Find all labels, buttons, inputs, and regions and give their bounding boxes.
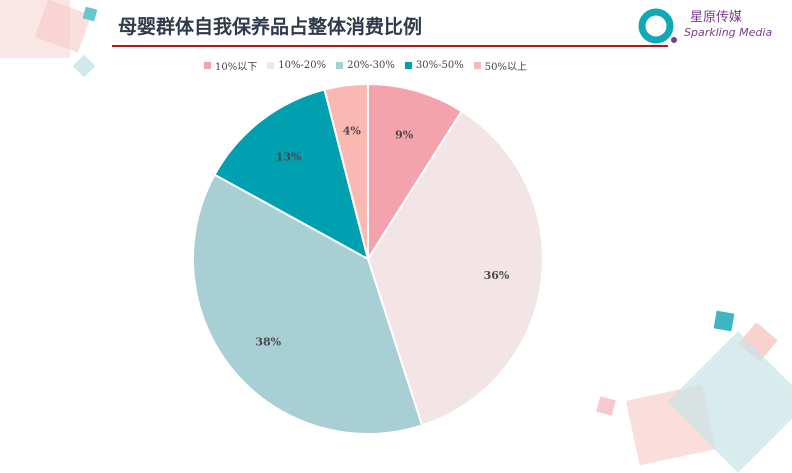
legend-item-3: 20%-30% [336,58,395,73]
legend-swatch-5 [473,62,481,69]
legend-label-3: 20%-30% [347,60,395,71]
pie-slice-2 [366,109,544,427]
pie-slice-label-3: 38% [255,336,281,349]
pie-slice-label-1: 9% [395,129,414,142]
legend-label-4: 30%-50% [415,60,464,71]
pie-slice-4 [213,88,370,261]
pie-slice-1 [367,82,464,263]
legend-swatch-1 [204,62,211,69]
pie-slice-label-2: 36% [484,269,510,282]
legend-swatch-3 [336,62,344,69]
pie-slice-label-4: 13% [276,151,302,164]
legend-swatch-2 [267,62,275,69]
legend-label-2: 10%-20% [278,60,327,71]
legend-item-4: 30%-50% [404,58,464,73]
title-underline [112,45,668,47]
legend-swatch-4 [404,62,412,69]
legend-label-1: 10%以下 [215,62,258,73]
legend-label-5: 50%以上 [484,62,527,73]
legend-item-1: 10%以下 [204,58,257,73]
brand-name-en: Sparkling Media [684,26,773,39]
pie-slice-label-5: 4% [343,125,362,138]
brand-logo-ring-icon [638,8,677,44]
page-title: 母婴群体自我保养品占整体消费比例 [118,16,423,38]
brand-name-cn: 星原传媒 [690,10,743,25]
pie-chart: 9% 36% 38% 13% 4% [191,82,544,435]
pie-slice-3 [191,173,424,435]
chart-legend: 10%以下 10%-20% 20%-30% 30%-50% 50%以上 [204,58,527,73]
legend-item-5: 50%以上 [473,58,527,73]
pie-slice-5 [323,82,369,260]
legend-item-2: 10%-20% [267,58,326,73]
